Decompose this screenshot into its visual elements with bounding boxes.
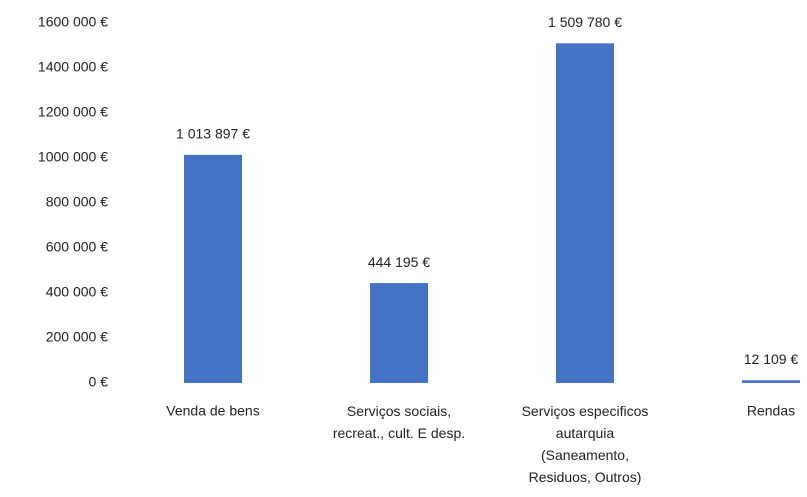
y-tick-label: 800 000 € [46,194,108,210]
y-tick-label: 1400 000 € [38,59,108,75]
bar [370,283,428,383]
x-tick-label: Venda de bens [166,403,259,419]
data-label: 1 013 897 € [176,126,250,142]
y-tick-label: 200 000 € [46,329,108,345]
data-label: 1 509 780 € [548,14,622,30]
x-tick-label: Rendas [747,403,795,419]
y-tick-label: 0 € [89,374,109,390]
data-label: 444 195 € [368,254,430,270]
y-tick-label: 1200 000 € [38,104,108,120]
data-label: 12 109 € [744,351,799,367]
bar [184,154,242,383]
y-tick-label: 1000 000 € [38,149,108,165]
x-tick-label: Serviços sociais, recreat., cult. E desp. [333,403,465,441]
y-tick-label: 600 000 € [46,239,108,255]
y-tick-label: 400 000 € [46,284,108,300]
y-tick-label: 1600 000 € [38,14,108,30]
x-tick-label: Serviços especificos autarquia (Saneamento… [522,403,649,485]
bar [742,380,800,383]
bar [556,43,614,383]
